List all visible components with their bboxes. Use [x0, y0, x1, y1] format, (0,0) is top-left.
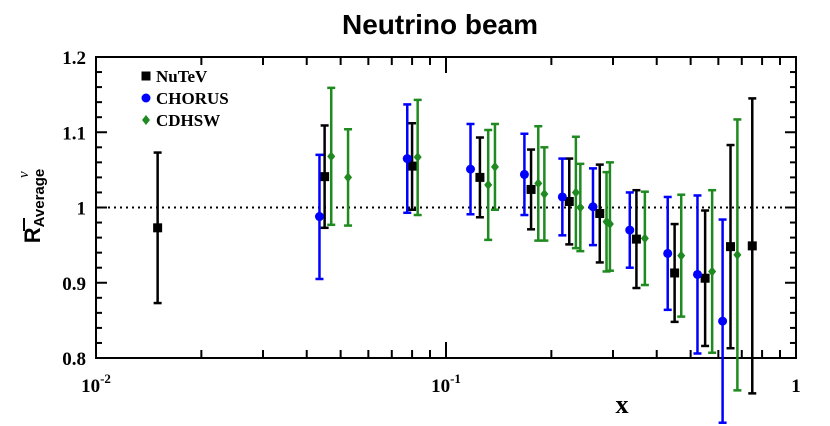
- legend: NuTeV CHORUS CDHSW: [141, 67, 229, 130]
- x-tick-label: 1: [791, 376, 801, 397]
- x-tick-label: 10-1: [431, 371, 461, 397]
- legend-marker: [142, 115, 150, 125]
- chart-title: Neutrino beam: [342, 9, 538, 40]
- data-point: [640, 233, 649, 244]
- data-point: [708, 266, 717, 277]
- data-point: [588, 202, 598, 212]
- data-point: [526, 184, 536, 194]
- data-point: [327, 151, 336, 162]
- data-point: [153, 223, 163, 233]
- series-nutev: [153, 97, 757, 395]
- data-point: [466, 164, 476, 174]
- y-tick-label: 1: [77, 199, 87, 220]
- data-point: [663, 248, 673, 258]
- y-tick-label: 0.9: [62, 274, 86, 295]
- legend-label: CDHSW: [156, 111, 220, 130]
- data-point: [413, 152, 422, 163]
- y-label-main: R: [20, 227, 45, 243]
- data-point: [700, 273, 710, 283]
- data-point: [475, 172, 485, 182]
- data-point: [670, 268, 680, 278]
- data-point: [534, 178, 543, 189]
- data-point: [595, 209, 605, 219]
- legend-label: CHORUS: [156, 89, 229, 108]
- data-point: [314, 212, 324, 222]
- data-point: [484, 179, 493, 190]
- plot-area: 0.8 0.9 1 1.1 1.2 10-2 10-1 1 NuTeV CHORUS CDHSW: [62, 48, 801, 424]
- y-tick-label: 1.2: [62, 48, 86, 69]
- legend-marker: [141, 71, 151, 81]
- data-point: [490, 161, 499, 172]
- data-point: [320, 172, 330, 182]
- y-label-superscript: ν: [16, 171, 32, 178]
- y-tick-label: 1.1: [62, 123, 86, 144]
- data-point: [344, 172, 353, 183]
- legend-label: NuTeV: [156, 67, 208, 86]
- data-point: [625, 225, 635, 235]
- data-point: [557, 192, 567, 202]
- data-point: [576, 202, 585, 213]
- data-point: [631, 234, 641, 244]
- data-point: [540, 188, 549, 199]
- data-point: [747, 241, 757, 251]
- y-axis-label: RAverage: [20, 169, 48, 244]
- series-cdhsw: [327, 86, 742, 392]
- legend-marker: [141, 93, 151, 103]
- x-axis-label: x: [616, 390, 629, 419]
- svg-text:RAverage: RAverage: [20, 169, 48, 244]
- y-tick-label: 0.8: [62, 349, 86, 370]
- data-point: [407, 161, 417, 171]
- x-tick-label: 10-2: [81, 371, 111, 397]
- data-point: [605, 219, 614, 230]
- series-chorus: [314, 103, 728, 424]
- data-point: [726, 242, 736, 252]
- data-point: [564, 196, 574, 206]
- data-point: [692, 269, 702, 279]
- y-label-subscript: Average: [31, 169, 48, 228]
- data-point: [677, 250, 686, 261]
- data-point: [402, 154, 412, 164]
- data-point: [571, 187, 580, 198]
- data-point: [718, 316, 728, 326]
- data-point: [519, 169, 529, 179]
- data-point: [733, 249, 742, 260]
